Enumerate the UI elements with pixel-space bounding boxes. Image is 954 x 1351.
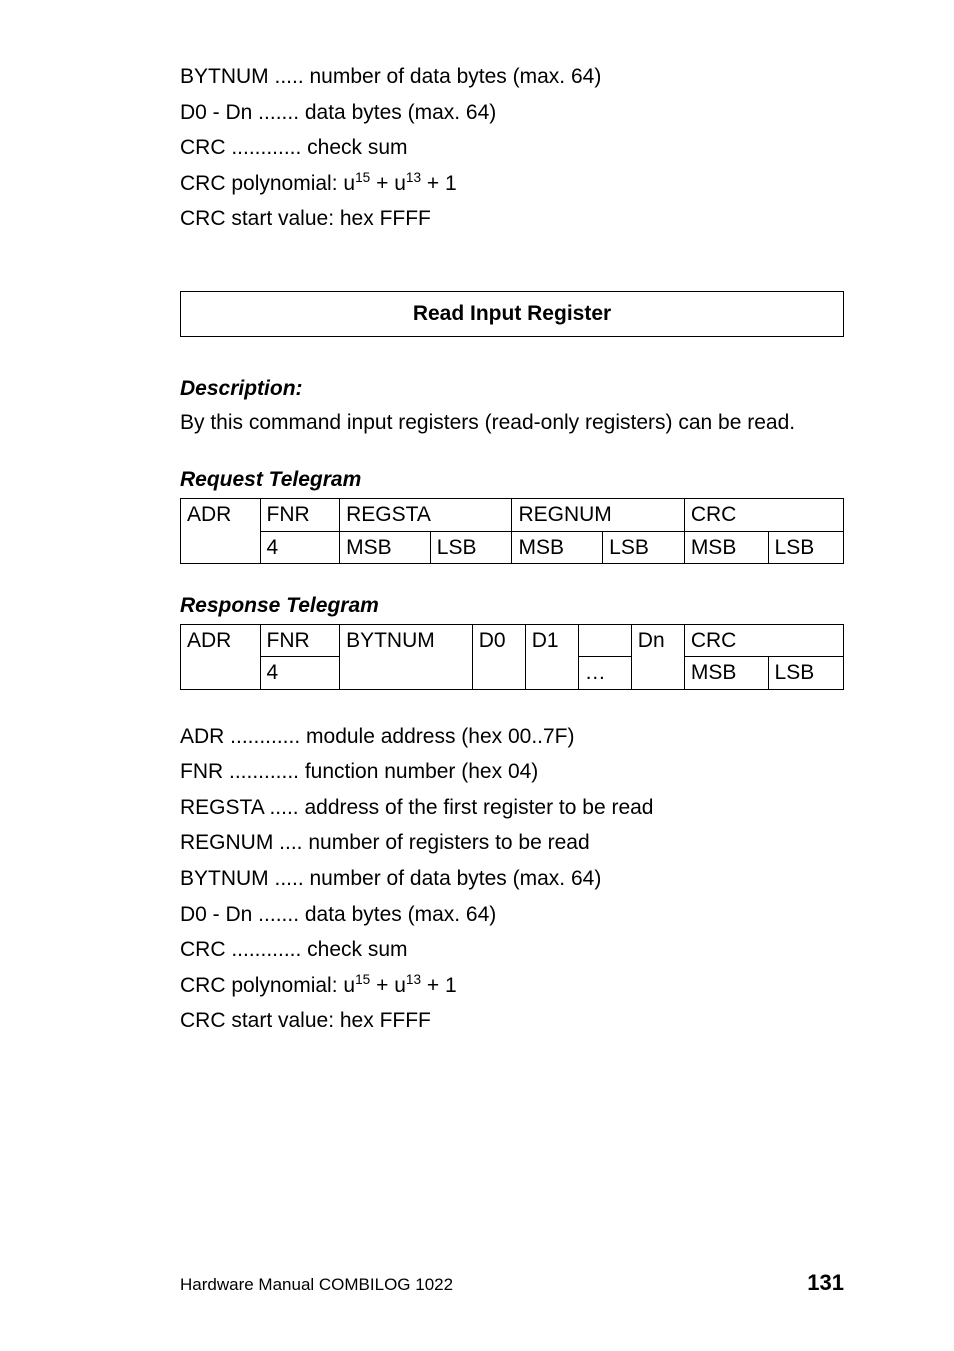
footer-manual-title: Hardware Manual COMBILOG 1022 — [180, 1275, 453, 1295]
request-telegram-table: ADR FNR REGSTA REGNUM CRC 4 MSB LSB MSB … — [180, 498, 844, 564]
cell-crc: CRC — [684, 625, 843, 657]
cell-msb: MSB — [684, 657, 768, 689]
cell-fnr: FNR — [260, 499, 340, 531]
cell-blank — [578, 625, 631, 657]
description-body: By this command input registers (read-on… — [180, 407, 844, 439]
cell-lsb: LSB — [768, 657, 843, 689]
response-telegram-table: ADR FNR BYTNUM D0 D1 Dn CRC 4 … MSB LSB — [180, 624, 844, 690]
cell-lsb: LSB — [430, 531, 512, 563]
response-telegram-heading: Response Telegram — [180, 594, 844, 618]
description-heading: Description: — [180, 377, 844, 401]
crc-poly-exp1: 15 — [355, 170, 370, 185]
cell-adr: ADR — [181, 499, 261, 564]
table-row: 4 MSB LSB MSB LSB MSB LSB — [181, 531, 844, 563]
def-d0dn: D0 - Dn ....... data bytes (max. 64) — [180, 96, 844, 130]
crc-poly-exp2: 13 — [406, 972, 421, 987]
crc-polynomial: CRC polynomial: u15 + u13 + 1 — [180, 167, 844, 201]
cell-regsta: REGSTA — [340, 499, 512, 531]
cell-d0: D0 — [472, 625, 525, 690]
def-crc-2: CRC ............ check sum — [180, 933, 844, 967]
def-regsta: REGSTA ..... address of the first regist… — [180, 791, 844, 825]
def-regnum: REGNUM .... number of registers to be re… — [180, 826, 844, 860]
def-crc: CRC ............ check sum — [180, 131, 844, 165]
cell-msb: MSB — [340, 531, 431, 563]
cell-lsb: LSB — [603, 531, 685, 563]
crc-start-value-2: CRC start value: hex FFFF — [180, 1004, 844, 1038]
cell-crc: CRC — [684, 499, 843, 531]
cell-lsb: LSB — [768, 531, 843, 563]
request-telegram-heading: Request Telegram — [180, 468, 844, 492]
cell-bytnum: BYTNUM — [340, 625, 473, 690]
table-row: ADR FNR BYTNUM D0 D1 Dn CRC — [181, 625, 844, 657]
cell-fnr-val: 4 — [260, 531, 340, 563]
cell-msb: MSB — [684, 531, 768, 563]
section-title: Read Input Register — [180, 291, 844, 337]
crc-poly-suffix: + 1 — [421, 974, 457, 997]
cell-fnr: FNR — [260, 625, 340, 657]
cell-dn: Dn — [631, 625, 684, 690]
footer-page-number: 131 — [807, 1270, 844, 1296]
crc-poly-mid: + u — [370, 974, 406, 997]
def-bytnum: BYTNUM ..... number of data bytes (max. … — [180, 60, 844, 94]
table-row: ADR FNR REGSTA REGNUM CRC — [181, 499, 844, 531]
crc-poly-suffix: + 1 — [421, 172, 457, 195]
crc-start-value: CRC start value: hex FFFF — [180, 202, 844, 236]
cell-adr: ADR — [181, 625, 261, 690]
def-fnr: FNR ............ function number (hex 04… — [180, 755, 844, 789]
crc-poly-mid: + u — [370, 172, 406, 195]
def-adr: ADR ............ module address (hex 00.… — [180, 720, 844, 754]
crc-poly-prefix: CRC polynomial: u — [180, 172, 355, 195]
cell-d1: D1 — [525, 625, 578, 690]
cell-msb: MSB — [512, 531, 603, 563]
crc-polynomial-2: CRC polynomial: u15 + u13 + 1 — [180, 969, 844, 1003]
crc-poly-exp1: 15 — [355, 972, 370, 987]
crc-poly-prefix: CRC polynomial: u — [180, 974, 355, 997]
cell-ellipsis: … — [578, 657, 631, 689]
cell-regnum: REGNUM — [512, 499, 684, 531]
def-d0dn-2: D0 - Dn ....... data bytes (max. 64) — [180, 898, 844, 932]
crc-poly-exp2: 13 — [406, 170, 421, 185]
page-footer: Hardware Manual COMBILOG 1022 131 — [180, 1270, 844, 1296]
cell-fnr-val: 4 — [260, 657, 340, 689]
def-bytnum-2: BYTNUM ..... number of data bytes (max. … — [180, 862, 844, 896]
